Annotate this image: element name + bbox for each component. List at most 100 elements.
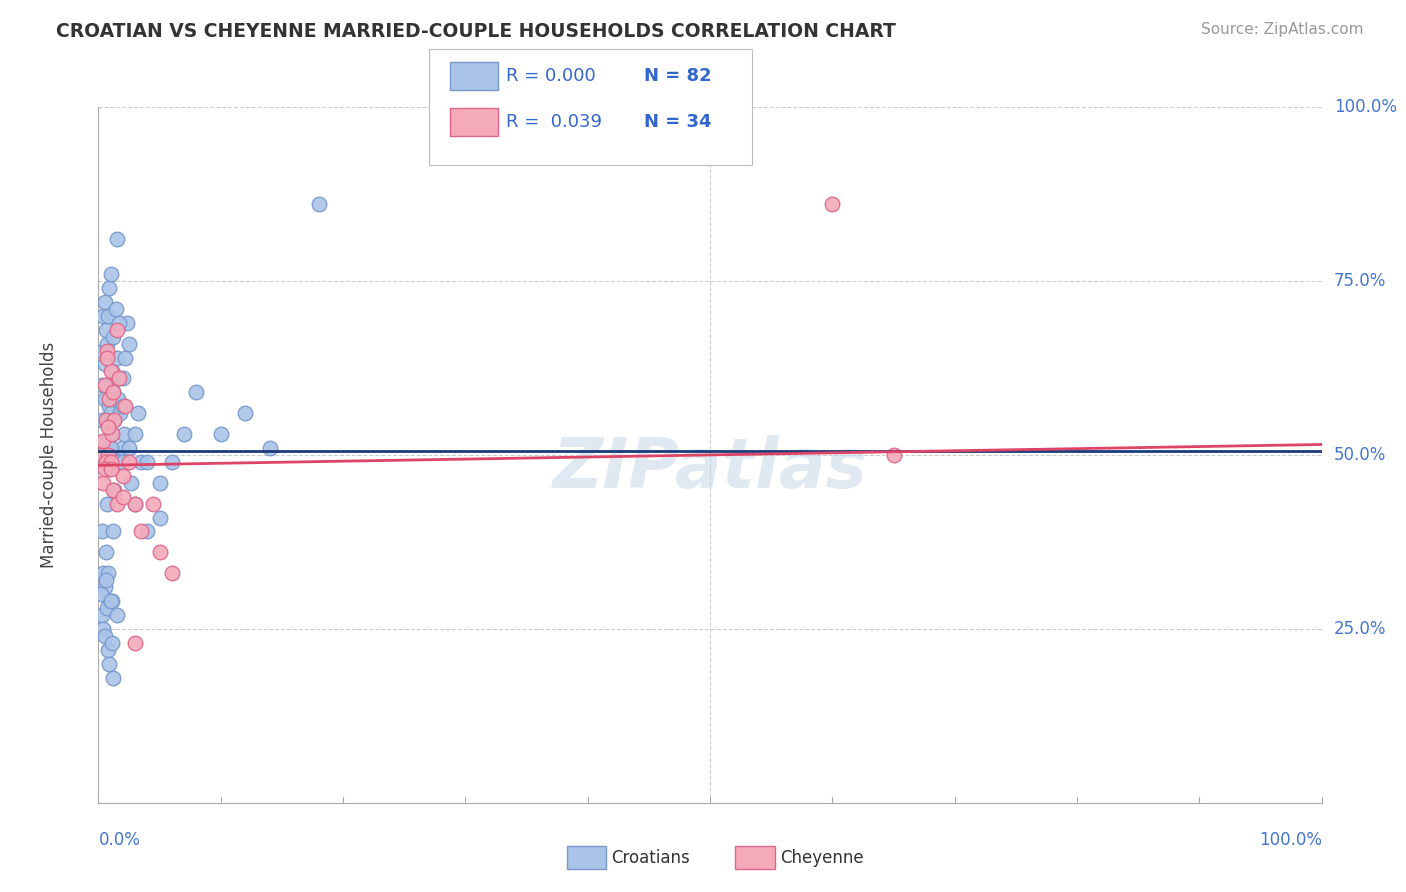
- Text: Married-couple Households: Married-couple Households: [41, 342, 59, 568]
- Point: [100, 455, 122, 469]
- Point: [91, 448, 114, 462]
- Point: [111, 455, 134, 469]
- Point: [100, 448, 122, 462]
- Text: 100.0%: 100.0%: [1334, 98, 1398, 116]
- Text: 100.0%: 100.0%: [1258, 830, 1322, 848]
- Point: [101, 427, 124, 442]
- Point: [90, 448, 112, 462]
- Point: [111, 441, 134, 455]
- Point: [108, 316, 131, 330]
- Text: 0.0%: 0.0%: [98, 830, 141, 848]
- Point: [105, 323, 128, 337]
- Point: [173, 427, 195, 442]
- Point: [91, 309, 114, 323]
- Text: Cheyenne: Cheyenne: [780, 849, 863, 867]
- Point: [209, 427, 232, 442]
- Point: [93, 378, 115, 392]
- Point: [118, 441, 141, 455]
- Point: [124, 636, 146, 650]
- Text: 75.0%: 75.0%: [1334, 272, 1386, 290]
- Point: [101, 636, 124, 650]
- Point: [114, 399, 136, 413]
- Point: [100, 441, 122, 455]
- Point: [91, 434, 114, 448]
- Point: [160, 455, 183, 469]
- Point: [136, 455, 159, 469]
- Point: [111, 399, 134, 413]
- Point: [105, 497, 128, 511]
- Point: [100, 364, 122, 378]
- Point: [96, 336, 118, 351]
- Text: Source: ZipAtlas.com: Source: ZipAtlas.com: [1201, 22, 1364, 37]
- Point: [98, 399, 121, 413]
- Point: [98, 392, 121, 407]
- Point: [118, 455, 141, 469]
- Point: [93, 462, 115, 476]
- Point: [105, 455, 128, 469]
- Point: [101, 594, 124, 608]
- Point: [111, 468, 134, 483]
- Point: [93, 358, 115, 372]
- Point: [124, 427, 146, 442]
- Point: [96, 343, 118, 358]
- Point: [100, 406, 122, 420]
- Text: ZIPatlas: ZIPatlas: [553, 435, 868, 502]
- Point: [97, 462, 120, 476]
- Point: [149, 545, 172, 559]
- Point: [233, 406, 256, 420]
- Point: [105, 232, 128, 246]
- Point: [105, 351, 128, 365]
- Point: [104, 301, 127, 316]
- Point: [97, 642, 120, 657]
- Point: [105, 607, 128, 622]
- Point: [101, 385, 124, 400]
- Point: [101, 671, 124, 685]
- Point: [94, 455, 117, 469]
- Point: [101, 364, 124, 378]
- Point: [160, 566, 183, 581]
- Point: [91, 475, 114, 490]
- Point: [96, 497, 118, 511]
- Point: [93, 392, 115, 407]
- Point: [96, 351, 118, 365]
- Point: [259, 441, 281, 455]
- Point: [98, 281, 121, 295]
- Point: [96, 434, 118, 448]
- Point: [142, 497, 165, 511]
- Point: [91, 413, 114, 427]
- Point: [94, 413, 117, 427]
- Point: [100, 378, 122, 392]
- Point: [127, 406, 149, 420]
- Point: [101, 427, 124, 442]
- Point: [101, 524, 124, 539]
- Point: [308, 197, 330, 211]
- Point: [124, 497, 146, 511]
- Point: [103, 448, 125, 462]
- Point: [98, 594, 121, 608]
- Point: [110, 406, 132, 420]
- Point: [97, 309, 120, 323]
- Point: [94, 545, 117, 559]
- Point: [120, 475, 142, 490]
- Point: [111, 371, 134, 385]
- Point: [90, 587, 112, 601]
- Point: [108, 371, 131, 385]
- Point: [94, 573, 117, 587]
- Point: [149, 510, 172, 524]
- Point: [96, 601, 118, 615]
- Point: [101, 329, 124, 343]
- Point: [883, 448, 905, 462]
- Point: [103, 413, 125, 427]
- Point: [136, 524, 159, 539]
- Point: [97, 566, 120, 581]
- Point: [100, 267, 122, 281]
- Point: [91, 524, 114, 539]
- Point: [93, 294, 115, 309]
- Point: [98, 657, 121, 671]
- Text: N = 82: N = 82: [644, 67, 711, 85]
- Point: [101, 385, 124, 400]
- Text: 50.0%: 50.0%: [1334, 446, 1386, 464]
- Text: R =  0.039: R = 0.039: [506, 113, 602, 131]
- Text: Croatians: Croatians: [612, 849, 690, 867]
- Point: [107, 392, 129, 407]
